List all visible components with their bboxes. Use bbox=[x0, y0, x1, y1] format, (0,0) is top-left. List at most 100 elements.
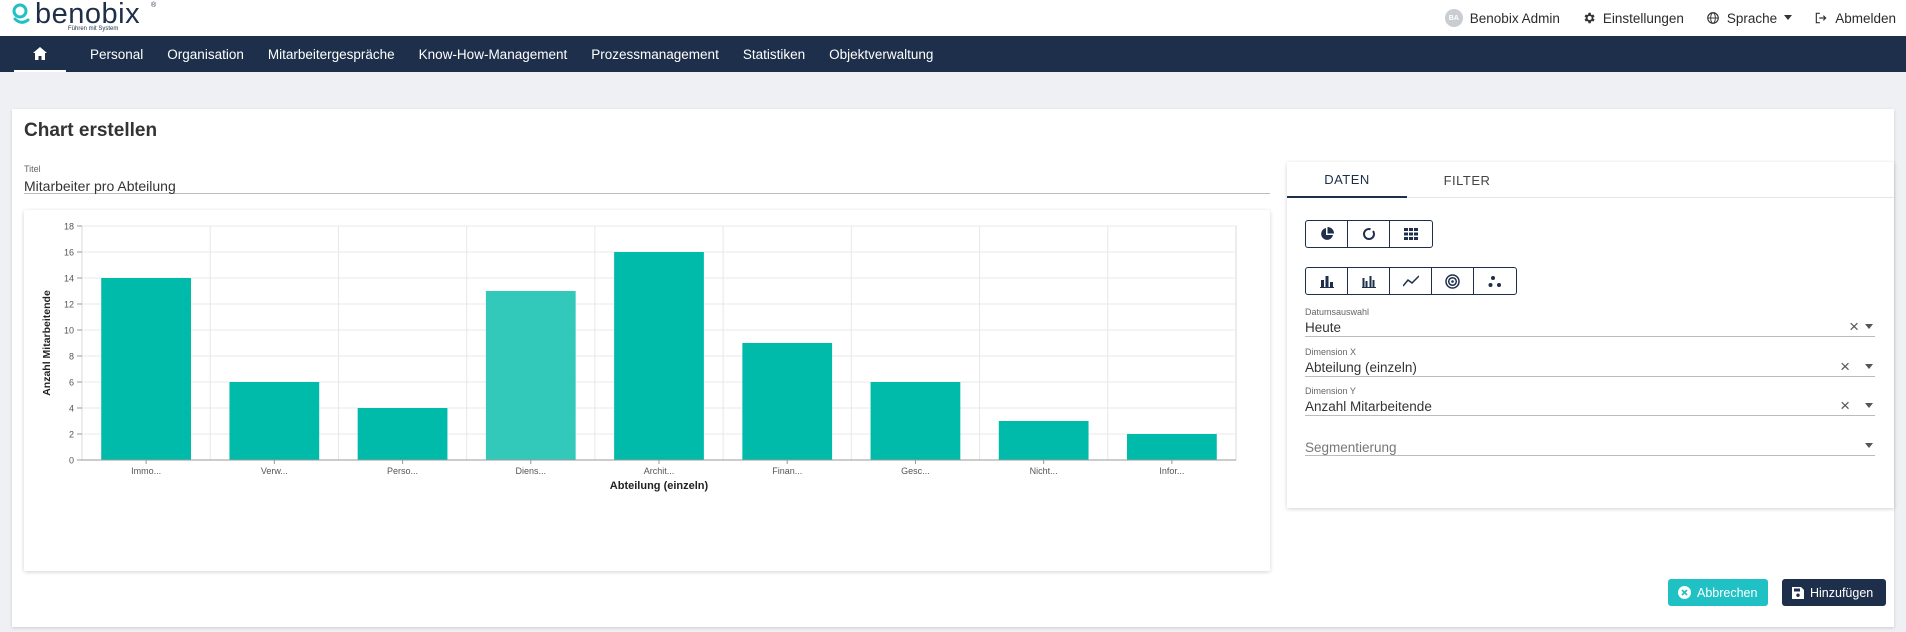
user-name: Benobix Admin bbox=[1469, 10, 1560, 26]
dimension-y-select[interactable]: Dimension Y Anzahl Mitarbeitende × bbox=[1305, 386, 1875, 416]
table-grid-icon bbox=[1404, 228, 1418, 240]
nav-item-prozessmanagement[interactable]: Prozessmanagement bbox=[591, 46, 719, 62]
language-label: Sprache bbox=[1726, 10, 1778, 26]
bar bbox=[998, 421, 1089, 460]
line-chart-button[interactable] bbox=[1390, 268, 1432, 294]
x-tick-label: Perso... bbox=[387, 466, 418, 476]
chevron-down-icon bbox=[1784, 15, 1793, 20]
clear-dimension-y-icon[interactable]: × bbox=[1840, 396, 1850, 415]
scatter-chart-button[interactable] bbox=[1474, 268, 1516, 294]
scatter-chart-icon bbox=[1488, 275, 1501, 287]
date-select-value: Heute bbox=[1305, 320, 1342, 335]
nav-item-organisation[interactable]: Organisation bbox=[167, 46, 244, 62]
chart-preview: 0 2 4 6 8 10 12 14 16 18 Immo... Verw... Perso... Die… bbox=[24, 210, 1270, 571]
grouped-bar-chart-button[interactable] bbox=[1348, 268, 1390, 294]
chart-type-group-1 bbox=[1305, 220, 1433, 248]
dimension-x-label: Dimension X bbox=[1305, 347, 1357, 357]
cancel-label: Abbrechen bbox=[1697, 585, 1758, 600]
tab-daten[interactable]: DATEN bbox=[1287, 162, 1407, 198]
main-nav: Personal Organisation Mitarbeitergespräc… bbox=[0, 36, 1906, 72]
x-tick-label: Nicht... bbox=[1030, 466, 1058, 476]
top-header: benobix ® Führen mit System BA Benobix A… bbox=[0, 0, 1906, 36]
title-field-label: Titel bbox=[24, 164, 41, 174]
nav-item-personal[interactable]: Personal bbox=[90, 46, 144, 62]
add-label: Hinzufügen bbox=[1810, 585, 1874, 600]
page-title: Chart erstellen bbox=[24, 120, 158, 141]
y-tick-label: 8 bbox=[69, 352, 74, 362]
nav-home[interactable] bbox=[14, 36, 66, 72]
bar bbox=[485, 291, 576, 460]
segmentation-placeholder: Segmentierung bbox=[1305, 440, 1397, 455]
chart-editor-card: Chart erstellen Titel Mitarbeiter pro Ab… bbox=[12, 109, 1894, 627]
y-tick-label: 16 bbox=[64, 248, 74, 258]
table-grid-button[interactable] bbox=[1390, 221, 1432, 247]
title-field-value[interactable]: Mitarbeiter pro Abteilung bbox=[24, 178, 176, 194]
bar bbox=[229, 382, 320, 460]
grouped-bar-chart-icon bbox=[1361, 275, 1376, 288]
nav-item-know-how-management[interactable]: Know-How-Management bbox=[418, 46, 568, 62]
user-profile[interactable]: BA Benobix Admin bbox=[1444, 9, 1560, 27]
chart-config-panel: DATEN FILTER bbox=[1287, 162, 1894, 508]
logout-link[interactable]: Abmelden bbox=[1814, 11, 1896, 26]
logo-tagline: Führen mit System bbox=[68, 26, 119, 32]
dimension-x-select[interactable]: Dimension X Abteilung (einzeln) × bbox=[1305, 347, 1875, 377]
donut-chart-icon bbox=[1362, 228, 1375, 240]
x-axis-title: Abteilung (einzeln) bbox=[610, 480, 709, 492]
cancel-button[interactable]: Abbrechen bbox=[1668, 579, 1768, 606]
bar-chart-button[interactable] bbox=[1306, 268, 1348, 294]
bar-chart-icon bbox=[1319, 275, 1334, 288]
date-select-label: Datumsauswahl bbox=[1305, 307, 1370, 317]
logout-icon bbox=[1815, 12, 1827, 24]
dimension-x-value: Abteilung (einzeln) bbox=[1305, 360, 1417, 375]
add-button[interactable]: Hinzufügen bbox=[1782, 579, 1886, 606]
clear-date-icon[interactable]: × bbox=[1849, 317, 1859, 336]
pie-chart-button[interactable] bbox=[1306, 221, 1348, 247]
pie-chart-icon bbox=[1320, 227, 1334, 240]
segmentation-select[interactable]: Segmentierung bbox=[1305, 426, 1875, 456]
bar bbox=[742, 343, 833, 460]
clear-dimension-x-icon[interactable]: × bbox=[1840, 357, 1850, 376]
bar bbox=[870, 382, 961, 460]
save-icon bbox=[1792, 586, 1804, 599]
chevron-down-icon bbox=[1865, 364, 1873, 369]
date-select[interactable]: Datumsauswahl Heute × bbox=[1305, 307, 1875, 337]
nav-item-objektverwaltung[interactable]: Objektverwaltung bbox=[829, 46, 934, 62]
avatar: BA bbox=[1444, 9, 1463, 27]
y-tick-label: 18 bbox=[64, 222, 74, 232]
gear-icon bbox=[1584, 12, 1595, 24]
y-axis-title: Anzahl Mitarbeitende bbox=[41, 290, 53, 396]
settings-label: Einstellungen bbox=[1602, 10, 1684, 26]
radar-chart-icon bbox=[1445, 273, 1460, 289]
radar-chart-button[interactable] bbox=[1432, 268, 1474, 294]
line-chart-icon bbox=[1402, 275, 1419, 287]
home-icon bbox=[33, 46, 47, 60]
chevron-down-icon bbox=[1865, 324, 1873, 329]
bar bbox=[614, 252, 704, 460]
panel-tabs: DATEN FILTER bbox=[1287, 162, 1894, 198]
dimension-y-label: Dimension Y bbox=[1305, 386, 1356, 396]
logo-text: benobix bbox=[35, 0, 141, 30]
x-tick-label: Immo... bbox=[131, 466, 161, 476]
y-tick-label: 6 bbox=[69, 378, 74, 388]
x-tick-label: Gesc... bbox=[901, 466, 930, 476]
tab-filter[interactable]: FILTER bbox=[1443, 172, 1491, 188]
language-dropdown[interactable]: Sprache bbox=[1706, 10, 1793, 26]
logo-mark-icon bbox=[12, 3, 30, 24]
y-tick-label: 14 bbox=[64, 274, 74, 284]
nav-item-statistiken[interactable]: Statistiken bbox=[742, 46, 806, 62]
chevron-down-icon bbox=[1865, 443, 1873, 448]
chart-type-group-2 bbox=[1305, 267, 1517, 295]
y-tick-label: 10 bbox=[64, 326, 74, 336]
benobix-logo[interactable]: benobix ® Führen mit System bbox=[10, 0, 160, 36]
dimension-y-value: Anzahl Mitarbeitende bbox=[1305, 399, 1432, 414]
x-tick-label: Diens... bbox=[516, 466, 547, 476]
settings-link[interactable]: Einstellungen bbox=[1582, 11, 1684, 26]
bar bbox=[1127, 434, 1217, 460]
globe-icon bbox=[1707, 12, 1719, 24]
nav-item-mitarbeitergespraeche[interactable]: Mitarbeitergespräche bbox=[267, 46, 395, 62]
chart-title-field[interactable]: Titel Mitarbeiter pro Abteilung bbox=[24, 164, 1270, 194]
x-tick-label: Verw... bbox=[261, 466, 288, 476]
x-tick-label: Finan... bbox=[772, 466, 802, 476]
donut-chart-button[interactable] bbox=[1348, 221, 1390, 247]
y-tick-label: 12 bbox=[64, 300, 74, 310]
